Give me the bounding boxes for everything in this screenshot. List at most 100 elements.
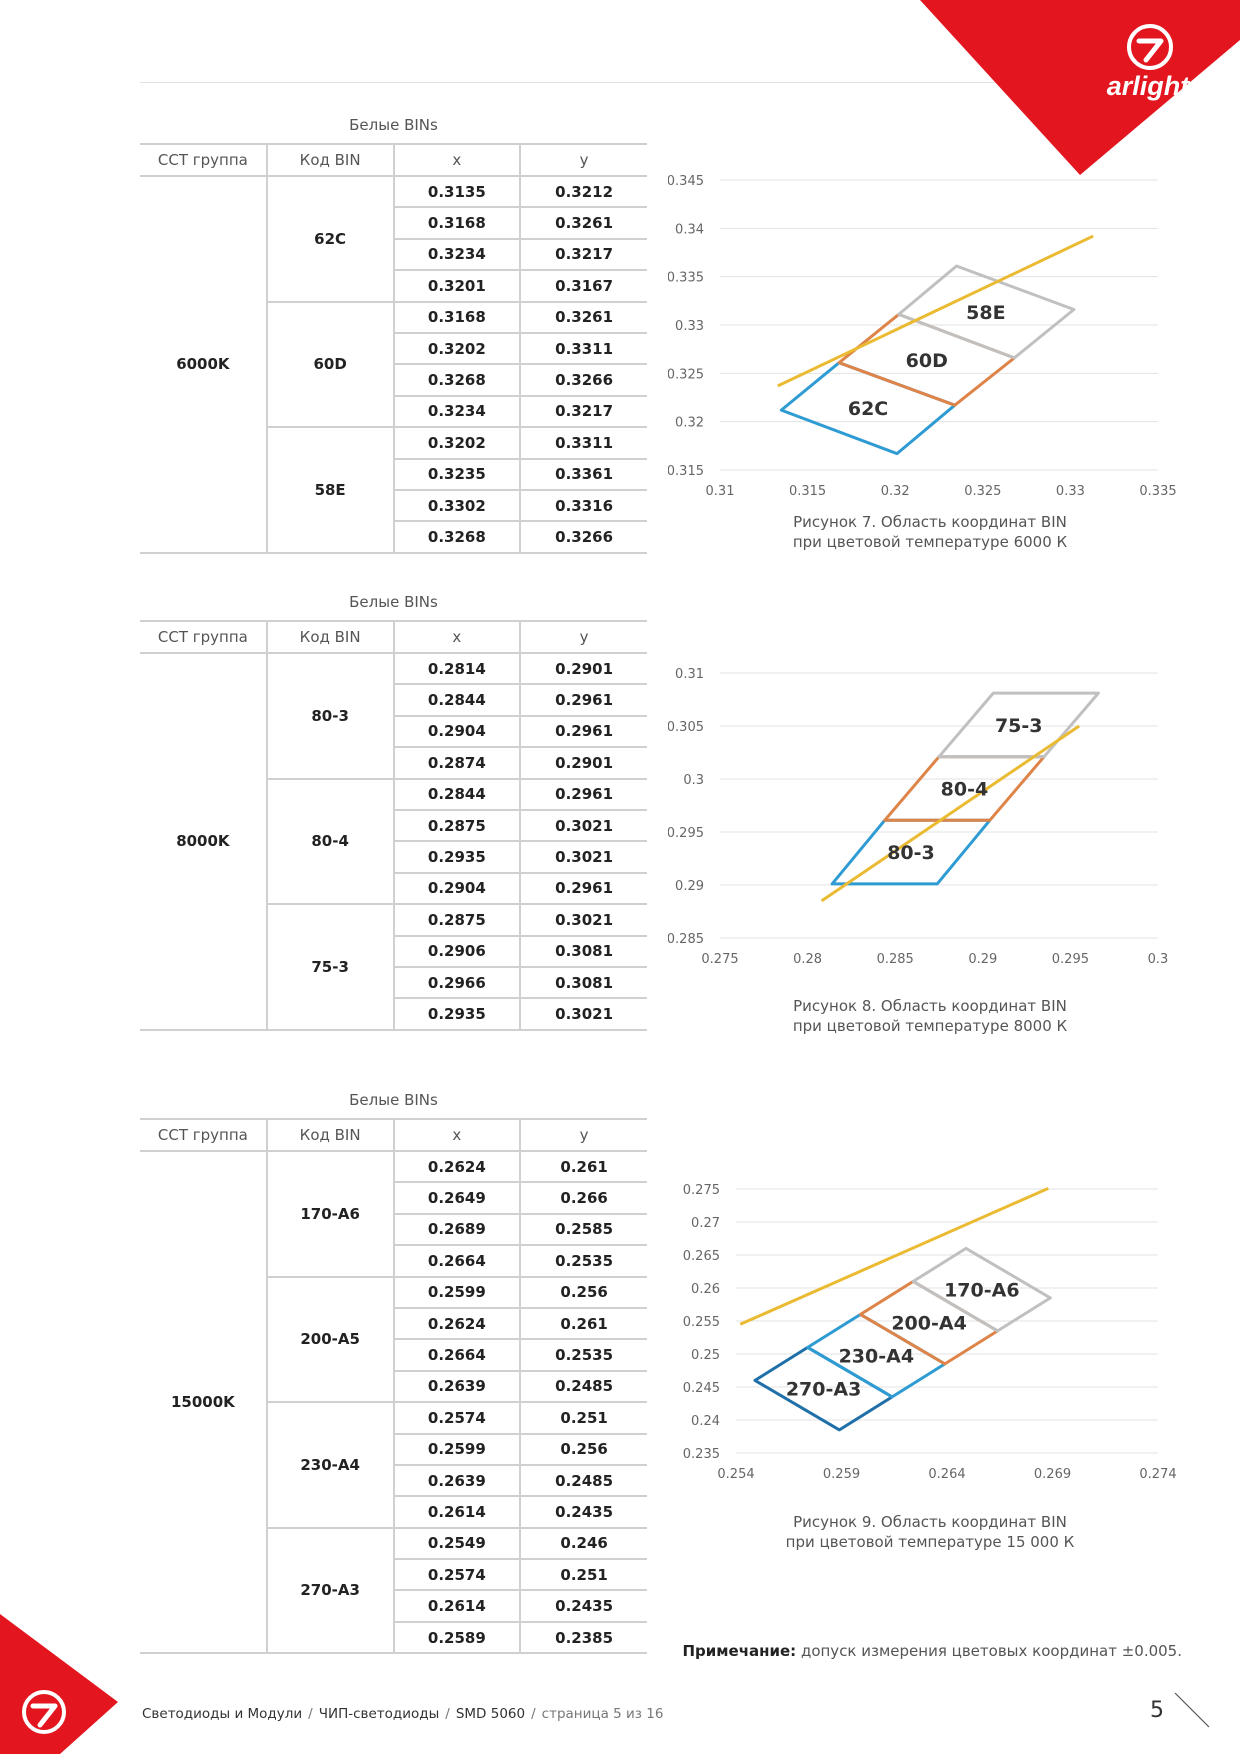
table-title: Белые BINs	[349, 1091, 438, 1109]
coord-x-cell: 0.2875	[392, 904, 521, 937]
coord-x-cell: 0.2599	[392, 1276, 521, 1309]
y-tick-label: 0.24	[691, 1414, 720, 1429]
bin-region-58e	[897, 264, 1076, 360]
y-tick-label: 0.29	[675, 879, 704, 894]
coord-x-cell: 0.3201	[392, 270, 521, 303]
coord-x-cell: 0.2664	[392, 1245, 521, 1278]
coord-y-cell: 0.3081	[519, 935, 647, 968]
x-tick-label: 0.33	[1056, 484, 1085, 499]
caption-line-2: при цветовой температуре 8000 К	[792, 1017, 1068, 1035]
x-tick-label: 0.335	[1139, 484, 1176, 499]
coord-x-cell: 0.2874	[392, 747, 521, 780]
bin-region-label: 60D	[906, 350, 948, 372]
table-row: 58E 0.3202 0.3311	[140, 427, 647, 554]
table-row: 0.2906 0.3081	[140, 935, 647, 968]
x-tick-label: 0.31	[706, 484, 735, 499]
y-tick-label: 0.34	[675, 222, 704, 237]
column-header: x	[392, 1118, 521, 1152]
y-tick-label: 0.315	[668, 464, 704, 479]
x-tick-label: 0.254	[717, 1467, 754, 1482]
coord-y-cell: 0.266	[519, 1182, 647, 1215]
bin-code-cell: 80-4	[265, 778, 394, 906]
table-title: Белые BINs	[349, 593, 438, 611]
table-row: 0.2966 0.3081	[140, 966, 647, 1000]
table-row: 200-A5 0.2599 0.256	[140, 1276, 647, 1404]
coord-y-cell: 0.2435	[519, 1496, 647, 1529]
column-header: CCT группа	[140, 1118, 267, 1152]
coord-y-cell: 0.3021	[519, 998, 647, 1031]
table-row: 0.3201 0.3167	[140, 270, 647, 303]
brand-corner-top: arlight	[920, 0, 1240, 175]
table-header-row: CCT группа Код BIN x y	[140, 143, 647, 177]
coord-y-cell: 0.251	[519, 1402, 647, 1435]
coord-x-cell: 0.2639	[392, 1464, 521, 1498]
coord-x-cell: 0.3202	[392, 332, 521, 366]
coord-x-cell: 0.2904	[392, 872, 521, 906]
x-tick-label: 0.264	[928, 1467, 965, 1482]
y-tick-label: 0.275	[683, 1183, 720, 1198]
coord-y-cell: 0.3261	[519, 301, 647, 334]
table-row: 0.3302 0.3316	[140, 489, 647, 523]
bin-region-label: 200-A4	[891, 1313, 966, 1335]
coord-x-cell: 0.2935	[392, 841, 521, 874]
coord-y-cell: 0.2961	[519, 684, 647, 717]
table-row: 270-A3 0.2549 0.246	[140, 1527, 647, 1655]
page-number: 5	[1150, 1698, 1164, 1723]
bins-table: CCT группа Код BIN x y 6000K 62C 0.3135 0.3212 0…	[140, 143, 647, 554]
bin-region-label: 230-A4	[839, 1346, 914, 1368]
y-tick-label: 0.26	[691, 1282, 720, 1297]
bin-code-cell: 170-A6	[265, 1151, 394, 1278]
coord-x-cell: 0.2549	[392, 1527, 521, 1561]
bin-region-label: 270-A3	[786, 1379, 861, 1401]
x-tick-label: 0.29	[968, 952, 997, 967]
x-tick-label: 0.259	[823, 1467, 860, 1482]
coord-y-cell: 0.3361	[519, 458, 647, 491]
coord-x-cell: 0.2814	[392, 653, 521, 686]
coord-x-cell: 0.2574	[392, 1402, 521, 1435]
table-row: 0.3234 0.3217	[140, 238, 647, 272]
footer-crumb[interactable]: SMD 5060	[455, 1706, 526, 1722]
page-indicator: страница 5 из 16	[541, 1706, 664, 1722]
coord-x-cell: 0.2624	[392, 1307, 521, 1341]
coord-y-cell: 0.2485	[519, 1464, 647, 1498]
brand-corner-shape	[0, 1614, 118, 1754]
coord-y-cell: 0.2385	[519, 1621, 647, 1655]
coord-y-cell: 0.2961	[519, 715, 647, 749]
x-tick-label: 0.28	[793, 952, 822, 967]
coord-x-cell: 0.2689	[392, 1213, 521, 1247]
x-tick-label: 0.3	[1148, 952, 1169, 967]
column-header: CCT группа	[140, 620, 267, 654]
table-row: 0.2624 0.261	[140, 1307, 647, 1341]
bin-region-label: 170-A6	[944, 1280, 1019, 1302]
coord-x-cell: 0.3268	[392, 521, 521, 554]
table-row: 75-3 0.2875 0.3021	[140, 904, 647, 1031]
coord-y-cell: 0.2901	[519, 653, 647, 686]
coord-x-cell: 0.3268	[392, 364, 521, 397]
column-header: y	[519, 620, 647, 654]
y-tick-label: 0.33	[675, 319, 704, 334]
planckian-locus-line	[777, 234, 1094, 388]
coord-y-cell: 0.3212	[519, 176, 647, 209]
bin-code-cell: 80-3	[265, 653, 394, 780]
planckian-locus-line	[739, 1186, 1049, 1326]
table-row: 60D 0.3168 0.3261	[140, 301, 647, 429]
table-title: Белые BINs	[349, 116, 438, 134]
bin-code-cell: 200-A5	[265, 1276, 394, 1404]
coord-y-cell: 0.256	[519, 1433, 647, 1466]
coord-y-cell: 0.3217	[519, 395, 647, 429]
planckian-locus-line	[820, 724, 1081, 903]
coord-y-cell: 0.3167	[519, 270, 647, 303]
table-row: 0.2589 0.2385	[140, 1621, 647, 1655]
table-row: 0.2649 0.266	[140, 1182, 647, 1215]
table-row: 0.2935 0.3021	[140, 998, 647, 1031]
column-header: y	[519, 1118, 647, 1152]
table-row: 0.2689 0.2585	[140, 1213, 647, 1247]
coord-y-cell: 0.3217	[519, 238, 647, 272]
table-row: 80-4 0.2844 0.2961	[140, 778, 647, 906]
brand-logo-text: arlight	[1107, 71, 1191, 101]
footer-crumb[interactable]: Светодиоды и Модули	[142, 1706, 303, 1722]
footer-crumb[interactable]: ЧИП-светодиоды	[318, 1706, 440, 1722]
coord-y-cell: 0.2535	[519, 1245, 647, 1278]
table-row: 0.3268 0.3266	[140, 521, 647, 554]
note-text: допуск измерения цветовых координат ±0.0…	[796, 1642, 1182, 1660]
